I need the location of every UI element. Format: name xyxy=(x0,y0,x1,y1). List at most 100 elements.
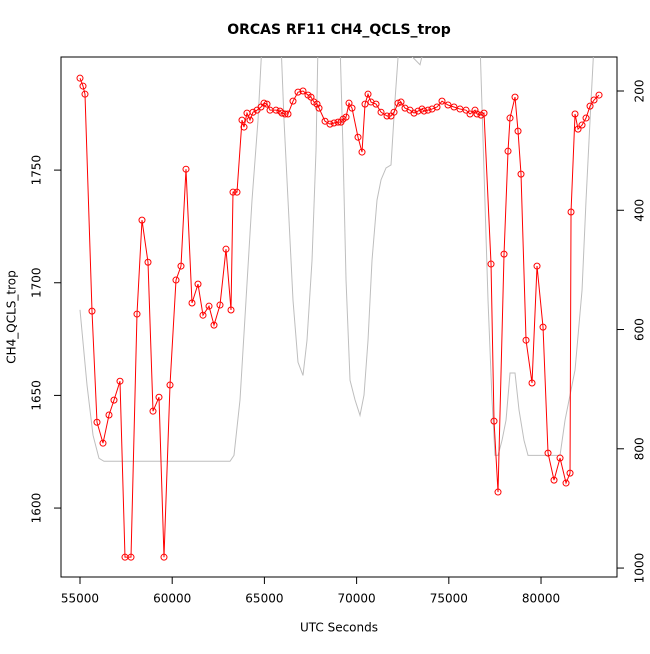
data-point xyxy=(276,107,284,115)
data-point xyxy=(466,110,474,118)
y2-tick-label: 800 xyxy=(633,437,647,460)
y2-tick-label: 200 xyxy=(633,80,647,103)
data-point xyxy=(566,469,574,477)
data-point xyxy=(444,101,452,109)
data-point xyxy=(160,553,168,561)
data-point xyxy=(99,439,107,447)
data-point xyxy=(281,110,289,118)
plot-layer xyxy=(76,57,603,561)
data-point xyxy=(514,127,522,135)
data-point xyxy=(480,109,488,117)
x-tick-label: 75000 xyxy=(430,592,468,606)
data-point xyxy=(210,321,218,329)
x-tick-label: 65000 xyxy=(245,592,283,606)
data-point xyxy=(377,108,385,116)
data-point xyxy=(586,102,594,110)
data-point xyxy=(326,120,334,128)
y-tick-label: 1600 xyxy=(30,493,44,524)
data-point xyxy=(93,418,101,426)
data-point xyxy=(556,454,564,462)
data-point xyxy=(354,133,362,141)
data-point xyxy=(199,311,207,319)
x-tick-label: 55000 xyxy=(61,592,99,606)
data-point xyxy=(544,449,552,457)
data-point xyxy=(76,74,84,82)
data-point xyxy=(205,302,213,310)
data-point xyxy=(420,107,428,115)
y-axis-title: CH4_QCLS_trop xyxy=(5,270,19,364)
data-point xyxy=(307,93,315,101)
data-point xyxy=(79,82,87,90)
data-point xyxy=(81,90,89,98)
data-point xyxy=(149,407,157,415)
data-point xyxy=(88,307,96,315)
data-point xyxy=(511,93,519,101)
data-point xyxy=(567,208,575,216)
data-point xyxy=(227,306,235,314)
x-tick-label: 60000 xyxy=(153,592,191,606)
data-point xyxy=(110,396,118,404)
data-point xyxy=(127,553,135,561)
data-point xyxy=(578,121,586,129)
data-point xyxy=(272,106,280,114)
data-point xyxy=(263,100,271,108)
data-point xyxy=(372,100,380,108)
y2-tick-label: 400 xyxy=(633,199,647,222)
data-point xyxy=(487,260,495,268)
data-point xyxy=(424,106,432,114)
data-point xyxy=(330,119,338,127)
data-point xyxy=(246,116,254,124)
y-tick-label: 1650 xyxy=(30,380,44,411)
data-point xyxy=(238,116,246,124)
data-point xyxy=(361,100,369,108)
data-point xyxy=(433,103,441,111)
data-point xyxy=(116,377,124,385)
data-point xyxy=(574,125,582,133)
data-point xyxy=(144,258,152,266)
data-point xyxy=(233,188,241,196)
data-point xyxy=(582,114,590,122)
data-point xyxy=(410,109,418,117)
data-point xyxy=(155,393,163,401)
x-axis-title: UTC Seconds xyxy=(300,621,378,635)
data-point xyxy=(260,99,268,107)
chart-title: ORCAS RF11 CH4_QCLS_trop xyxy=(227,22,451,38)
data-point xyxy=(240,123,248,131)
data-point xyxy=(506,114,514,122)
data-point xyxy=(500,250,508,258)
data-point xyxy=(138,216,146,224)
y2-tick-label: 600 xyxy=(633,318,647,341)
x-tick-label: 80000 xyxy=(522,592,560,606)
data-point xyxy=(229,188,237,196)
data-point xyxy=(194,280,202,288)
data-point xyxy=(494,488,502,496)
data-point xyxy=(394,99,402,107)
data-point xyxy=(390,108,398,116)
x-tick-label: 70000 xyxy=(338,592,376,606)
data-point xyxy=(182,165,190,173)
data-point xyxy=(313,100,321,108)
plot-frame xyxy=(60,56,618,578)
data-point xyxy=(315,104,323,112)
data-point xyxy=(562,479,570,487)
data-point xyxy=(105,411,113,419)
data-point xyxy=(539,323,547,331)
series-line xyxy=(79,78,600,558)
data-point xyxy=(222,245,230,253)
data-point xyxy=(172,276,180,284)
data-point xyxy=(294,88,302,96)
data-point xyxy=(473,110,481,118)
data-point xyxy=(321,117,329,125)
data-point xyxy=(177,262,185,270)
data-point xyxy=(188,299,196,307)
y-tick-label: 1750 xyxy=(30,155,44,186)
data-point xyxy=(550,476,558,484)
data-point xyxy=(517,170,525,178)
data-point xyxy=(471,106,479,114)
y-tick-label: 1700 xyxy=(30,267,44,298)
data-point xyxy=(522,336,530,344)
data-point xyxy=(358,148,366,156)
series-line xyxy=(79,57,594,462)
